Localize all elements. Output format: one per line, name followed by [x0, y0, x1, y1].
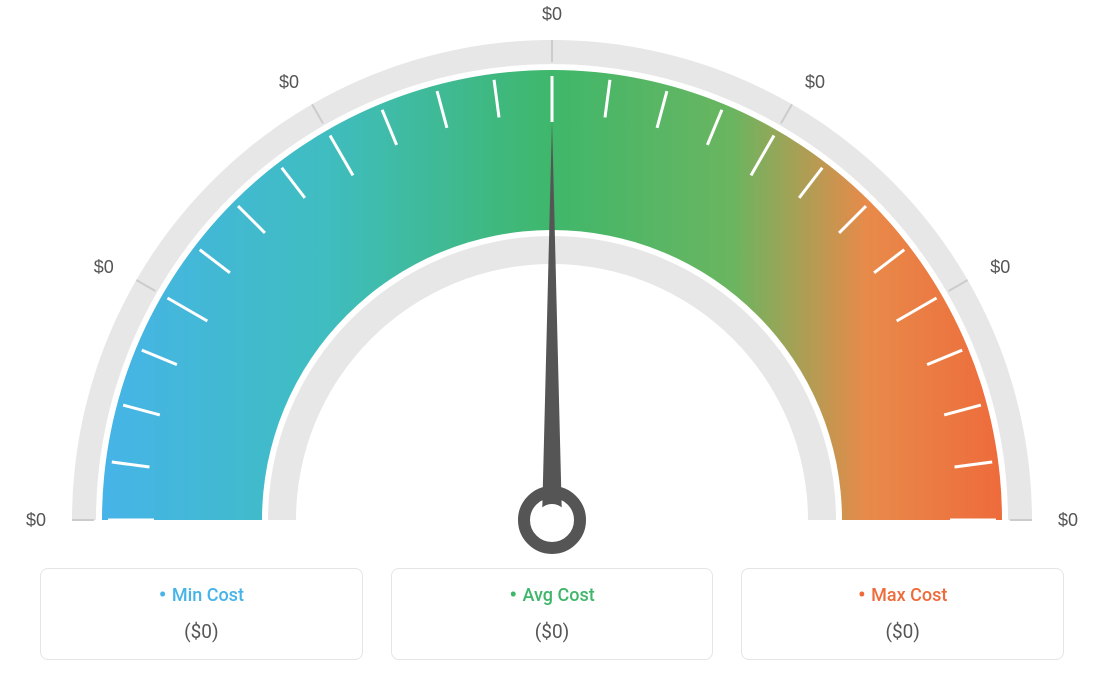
svg-text:$0: $0 — [26, 510, 46, 530]
gauge-svg: $0 $0 $0 $0 $0 $0 $0 — [0, 0, 1104, 560]
legend-card-min: Min Cost ($0) — [40, 568, 363, 660]
legend-label-min: Min Cost — [51, 583, 352, 608]
gauge-chart: $0 $0 $0 $0 $0 $0 $0 — [0, 0, 1104, 560]
svg-text:$0: $0 — [94, 257, 114, 277]
legend-label-max: Max Cost — [752, 583, 1053, 608]
legend-card-max: Max Cost ($0) — [741, 568, 1064, 660]
svg-text:$0: $0 — [542, 4, 562, 24]
legend-card-avg: Avg Cost ($0) — [391, 568, 714, 660]
svg-text:$0: $0 — [805, 72, 825, 92]
legend-value-max: ($0) — [752, 620, 1053, 643]
legend-value-min: ($0) — [51, 620, 352, 643]
legend-value-avg: ($0) — [402, 620, 703, 643]
svg-text:$0: $0 — [1058, 510, 1078, 530]
legend-label-avg: Avg Cost — [402, 583, 703, 608]
svg-text:$0: $0 — [990, 257, 1010, 277]
svg-text:$0: $0 — [279, 72, 299, 92]
legend-row: Min Cost ($0) Avg Cost ($0) Max Cost ($0… — [40, 568, 1064, 660]
